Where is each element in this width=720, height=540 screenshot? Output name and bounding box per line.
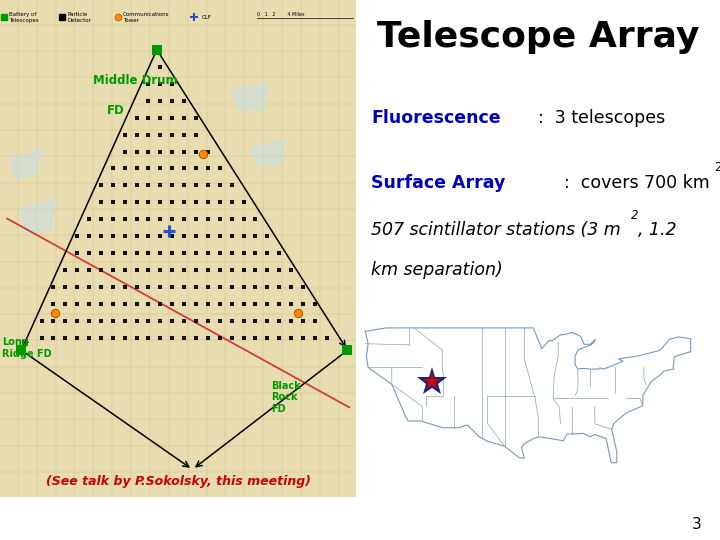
Text: :  covers 700 km: : covers 700 km bbox=[564, 174, 709, 192]
Text: 3: 3 bbox=[692, 517, 702, 532]
Text: 0   1   2        4 Miles: 0 1 2 4 Miles bbox=[256, 12, 304, 17]
Text: Battery of
Telescopes: Battery of Telescopes bbox=[9, 12, 39, 23]
Text: 507 scintillator stations (3 m: 507 scintillator stations (3 m bbox=[371, 221, 621, 239]
Text: 2: 2 bbox=[631, 208, 639, 221]
Text: :  3 telescopes: : 3 telescopes bbox=[539, 109, 665, 127]
Polygon shape bbox=[11, 149, 42, 179]
Text: Fluorescence: Fluorescence bbox=[371, 109, 500, 127]
Text: Black
Rock
FD: Black Rock FD bbox=[271, 381, 301, 414]
Text: 2: 2 bbox=[714, 161, 720, 174]
Text: Communications
Tower: Communications Tower bbox=[123, 12, 169, 23]
Polygon shape bbox=[232, 84, 267, 109]
Text: Long
Ridge FD: Long Ridge FD bbox=[1, 337, 51, 359]
Text: Particle
Detector: Particle Detector bbox=[68, 12, 91, 23]
Polygon shape bbox=[249, 139, 285, 164]
Text: FD: FD bbox=[107, 104, 125, 117]
Text: km separation): km separation) bbox=[371, 261, 503, 279]
Text: (See talk by P.Sokolsky, this meeting): (See talk by P.Sokolsky, this meeting) bbox=[45, 475, 311, 488]
FancyBboxPatch shape bbox=[0, 0, 356, 497]
Text: , 1.2: , 1.2 bbox=[638, 221, 677, 239]
Text: Surface Array: Surface Array bbox=[371, 174, 505, 192]
Text: Middle Drum: Middle Drum bbox=[93, 75, 177, 87]
Text: CLF: CLF bbox=[202, 15, 211, 20]
Text: Telescope Array: Telescope Array bbox=[377, 20, 699, 54]
Polygon shape bbox=[22, 199, 57, 233]
